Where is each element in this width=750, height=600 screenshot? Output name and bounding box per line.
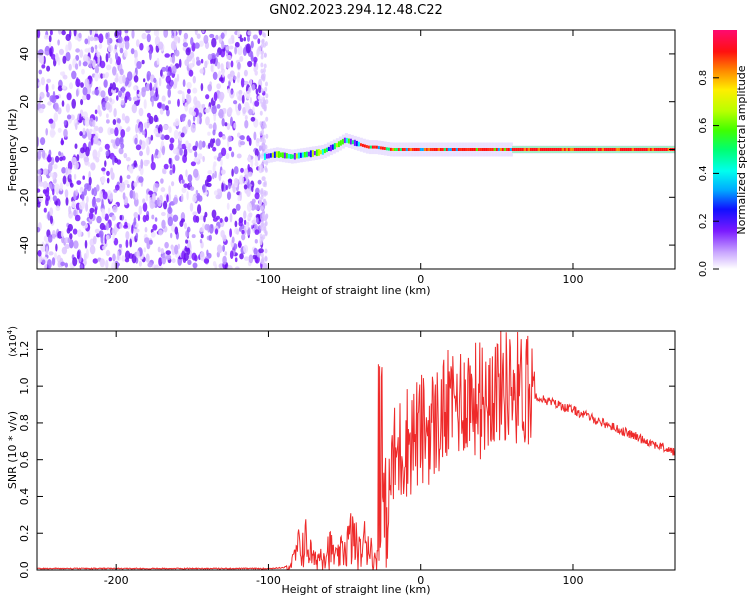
x-tick-label: 0: [417, 273, 424, 286]
colorbar-tick-label: 0.2: [698, 213, 709, 229]
spectrogram-x-label: Height of straight line (km): [281, 284, 430, 297]
snr-panel: -200 -100 0 100 0.0 0.2 0.4 0.6 0.8 1.0 1.2 Heigh…: [6, 326, 676, 596]
colorbar: 0.0 0.2 0.4 0.6 0.8 Normalized spectral ampl…: [698, 30, 748, 277]
snr-y-multiplier: (x104): [6, 326, 19, 357]
snr-y-label: SNR (10 * v/v): [6, 411, 19, 489]
x-tick-label: 0: [417, 574, 424, 587]
y-tick-label: 20: [18, 95, 31, 109]
snr-x-label: Height of straight line (km): [281, 583, 430, 596]
y-tick-label: 0.8: [18, 414, 31, 432]
x-tick-label: 100: [562, 273, 583, 286]
snr-y-multiplier-base: (x10: [8, 334, 19, 357]
snr-frame: [36, 330, 676, 571]
snr-series-line: [37, 331, 675, 570]
colorbar-tick-label: 0.4: [698, 165, 709, 181]
snr-y-multiplier-exponent: 4: [6, 329, 14, 334]
y-tick-label: 0.0: [18, 561, 31, 579]
spectrogram-x-ticks: -200 -100 0 100: [104, 30, 583, 286]
spectrogram-image: [37, 30, 675, 269]
y-tick-label: -20: [18, 188, 31, 206]
snr-y-ticks: 0.0 0.2 0.4 0.6 0.8 1.0 1.2: [18, 341, 675, 579]
x-tick-label: -200: [104, 273, 129, 286]
y-tick-label: -40: [18, 236, 31, 254]
colorbar-tick-label: 0.0: [698, 261, 709, 277]
snr-y-multiplier-close: ): [8, 326, 19, 330]
colorbar-tick-label: 0.6: [698, 118, 709, 134]
colorbar-tick-label: 0.8: [698, 70, 709, 86]
x-tick-label: 100: [562, 574, 583, 587]
figure-title: GN02.2023.294.12.48.C22: [269, 3, 443, 18]
y-tick-label: 40: [18, 47, 31, 61]
spectrogram-y-label: Frequency (Hz): [6, 109, 19, 192]
colorbar-gradient: [713, 30, 737, 269]
y-tick-label: 0.4: [18, 488, 31, 506]
x-tick-label: -100: [256, 273, 281, 286]
y-tick-label: 0.2: [18, 524, 31, 542]
y-tick-label: 0: [18, 146, 31, 153]
colorbar-label: Normalized spectral amplitude: [735, 65, 748, 234]
y-tick-label: 1.2: [18, 341, 31, 359]
x-tick-label: -200: [104, 574, 129, 587]
y-tick-label: 1.0: [18, 377, 31, 395]
x-tick-label: -100: [256, 574, 281, 587]
colorbar-ticks: 0.0 0.2 0.4 0.6 0.8: [698, 70, 719, 277]
y-tick-label: 0.6: [18, 451, 31, 469]
spectrogram-y-ticks: -40 -20 0 20 40: [18, 47, 675, 254]
snr-x-ticks: -200 -100 0 100: [104, 331, 583, 587]
